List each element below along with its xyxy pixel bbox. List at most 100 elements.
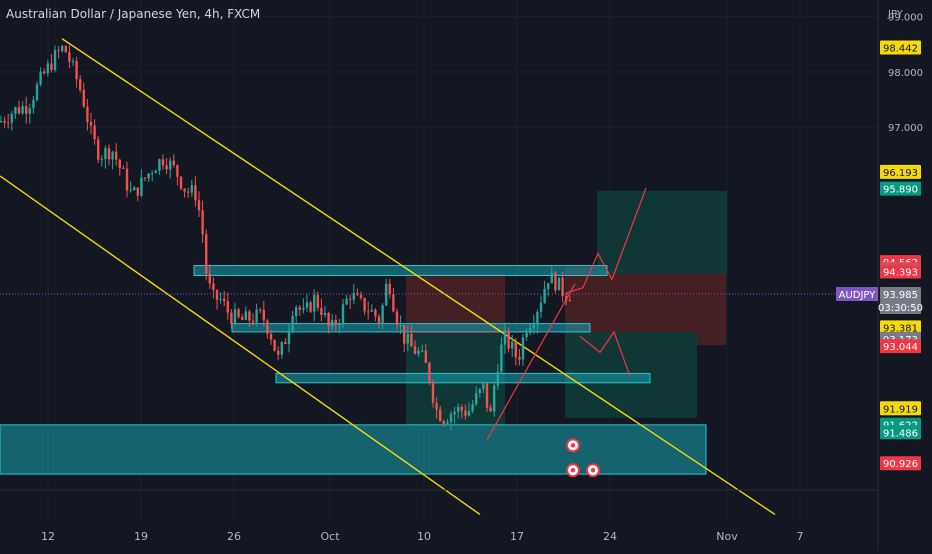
candle-body <box>514 341 517 358</box>
candle-body <box>50 63 53 71</box>
candle-body <box>129 190 132 192</box>
candle-body <box>446 422 449 424</box>
candle-body <box>435 402 438 410</box>
candle-body <box>536 311 539 325</box>
candle-body <box>525 332 528 338</box>
candle-body <box>244 311 247 320</box>
candle-body <box>550 272 553 284</box>
candle-body <box>277 350 280 355</box>
channel-line <box>61 38 776 516</box>
event-marker-dot <box>590 468 596 473</box>
candle-body <box>230 312 233 325</box>
candle-body <box>334 320 337 326</box>
price-tag <box>880 164 921 179</box>
x-tick-label: 17 <box>510 530 524 543</box>
candle-body <box>471 404 474 412</box>
candle-body <box>345 298 348 305</box>
currency-label: JPY <box>887 9 904 20</box>
candle-body <box>161 159 165 166</box>
candle-body <box>140 177 143 196</box>
candle-body <box>561 277 564 297</box>
candle-body <box>71 61 75 63</box>
candle-body <box>284 341 287 345</box>
candle-body <box>388 283 391 295</box>
candle-body <box>467 411 471 416</box>
price-tag-label: 90.926 <box>883 459 918 470</box>
x-tick-label: 12 <box>41 530 55 543</box>
candle-body <box>208 273 211 284</box>
candle-body <box>190 185 193 193</box>
candle-body <box>39 71 42 85</box>
candle-body <box>565 296 568 301</box>
support-resistance-zone <box>275 372 651 384</box>
candle-body <box>212 283 215 291</box>
candle-body <box>233 309 237 325</box>
candle-body <box>86 106 89 123</box>
candle-body <box>395 311 399 326</box>
candle-body <box>392 294 395 312</box>
price-tag-label: 93.044 <box>883 342 918 353</box>
x-tick-label: 19 <box>134 530 148 543</box>
candle-body <box>93 125 96 140</box>
candle-body <box>147 173 150 179</box>
x-tick-label: Nov <box>716 530 738 543</box>
candle-body <box>21 106 24 114</box>
candle-body <box>183 188 186 192</box>
candle-body <box>68 52 71 62</box>
candle-body <box>539 302 543 312</box>
candle-body <box>237 309 240 317</box>
symbol-tag <box>836 287 878 302</box>
candle-body <box>320 307 323 315</box>
price-tag-label: 93.381 <box>883 323 918 334</box>
candle-body <box>269 333 273 340</box>
candle-body <box>521 337 525 360</box>
candle-body <box>251 320 255 323</box>
candle-body <box>464 410 467 416</box>
candle-body <box>482 383 485 390</box>
candle-body <box>507 330 510 349</box>
candle-body <box>377 316 381 324</box>
candles <box>0 44 571 431</box>
candle-body <box>413 346 417 354</box>
event-marker-dot <box>570 468 576 473</box>
support-resistance-zone <box>193 265 608 276</box>
candle-body <box>399 325 402 327</box>
candle-body <box>89 122 93 126</box>
projection-path <box>579 330 631 377</box>
support-resistance-zone <box>0 424 707 475</box>
price-tag <box>880 40 921 55</box>
candle-body <box>496 371 499 386</box>
channel-line <box>0 175 481 516</box>
candle-body <box>111 151 114 160</box>
candle-body <box>143 177 147 179</box>
candle-body <box>403 325 406 344</box>
event-marker-dot <box>570 443 576 448</box>
candle-body <box>64 46 67 53</box>
candle-body <box>10 113 13 123</box>
x-tick-label: 24 <box>603 530 617 543</box>
candle-body <box>79 79 82 90</box>
price-tag <box>880 339 921 354</box>
trend-line <box>486 283 576 441</box>
price-tag-label: 91.486 <box>883 428 918 439</box>
candle-body <box>287 330 291 345</box>
candle-body <box>305 302 309 308</box>
candle-body <box>125 168 129 191</box>
candle-body <box>133 187 136 191</box>
price-tag-label: 96.193 <box>883 168 918 179</box>
candle-body <box>291 316 294 331</box>
candle-body <box>0 121 3 123</box>
candle-body <box>478 389 481 394</box>
countdown-tag <box>880 301 921 315</box>
candle-body <box>349 298 352 300</box>
candle-body <box>14 107 17 114</box>
candle-body <box>316 295 319 308</box>
candle-body <box>485 383 489 408</box>
candle-body <box>363 297 366 312</box>
candle-body <box>262 309 265 321</box>
candle-body <box>46 63 49 74</box>
projection-path <box>565 187 647 294</box>
candle-body <box>503 330 507 345</box>
